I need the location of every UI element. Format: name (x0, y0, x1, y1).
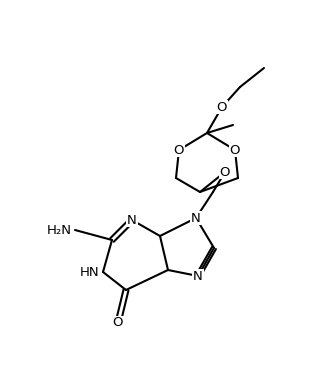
Text: N: N (193, 269, 203, 283)
Text: HN: HN (80, 266, 99, 279)
Text: O: O (217, 101, 227, 114)
Text: N: N (191, 212, 201, 225)
Text: O: O (113, 316, 123, 330)
Text: O: O (220, 165, 230, 178)
Text: H₂N: H₂N (47, 223, 72, 236)
Text: N: N (127, 213, 137, 226)
Text: O: O (230, 144, 240, 157)
Text: O: O (174, 144, 184, 157)
